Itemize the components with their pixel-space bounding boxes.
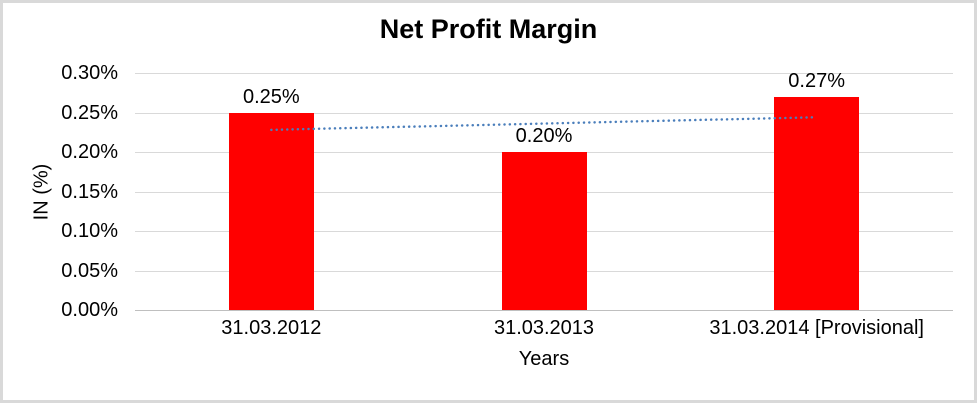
y-tick-label: 0.15% [61,181,118,203]
y-tick-label: 0.20% [61,141,118,163]
x-axis-title: Years [518,348,570,370]
bar-value-label: 0.27% [788,69,846,92]
x-tick-label: 31.03.2013 [493,317,595,339]
bar [501,152,587,310]
bar [228,112,314,310]
gridline [135,73,953,74]
y-tick-label: 0.30% [61,62,118,84]
x-tick-label: 31.03.2012 [221,317,322,339]
bar-value-label: 0.20% [515,125,573,147]
gridline [135,113,953,114]
y-tick-label: 0.00% [61,299,118,321]
y-tick-label: 0.10% [61,220,118,242]
y-tick-label: 0.25% [61,102,118,124]
x-axis-line [135,310,953,311]
bar-value-label: 0.25% [242,85,300,108]
y-tick-label: 0.05% [61,260,118,282]
bar [774,96,860,310]
chart-title: Net Profit Margin [379,14,598,44]
x-tick-label: 31.03.2014 [Provisional] [709,317,924,339]
